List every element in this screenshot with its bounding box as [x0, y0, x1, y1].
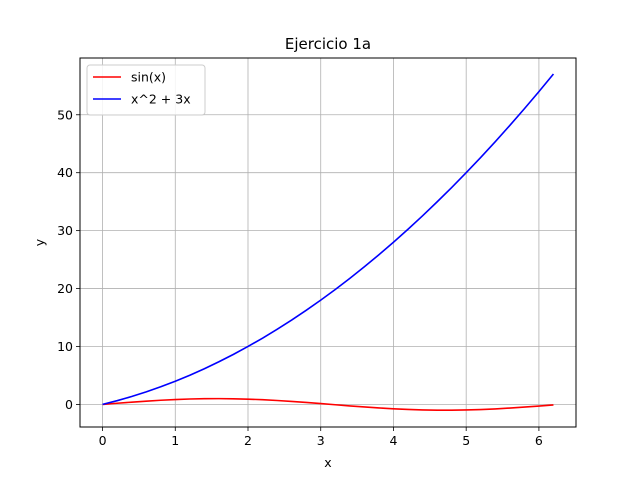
- x-tick-label: 0: [99, 433, 107, 448]
- ticks: 0 1 2 3 4 5 6 0 10 20 30 40 50: [57, 107, 543, 448]
- series-line: [102, 73, 555, 406]
- y-tick-label: 20: [57, 281, 73, 296]
- y-axis-label: y: [32, 238, 47, 246]
- x-tick-label: 6: [535, 433, 543, 448]
- series-line: [102, 397, 554, 411]
- legend-label: sin(x): [131, 70, 166, 85]
- y-tick-label: 10: [57, 339, 73, 354]
- x-tick-label: 2: [244, 433, 252, 448]
- x-axis-label: x: [324, 455, 331, 470]
- series-layer: [102, 73, 555, 411]
- plot-frame: [79, 57, 577, 428]
- x-tick-label: 4: [389, 433, 397, 448]
- y-tick-label: 40: [57, 165, 73, 180]
- chart-title: Ejercicio 1a: [285, 35, 371, 53]
- x-tick-label: 1: [171, 433, 179, 448]
- x-tick-label: 3: [317, 433, 325, 448]
- legend: sin(x) x^2 + 3x: [86, 64, 206, 116]
- legend-label: x^2 + 3x: [131, 92, 191, 107]
- y-tick-label: 30: [57, 223, 73, 238]
- y-tick-label: 50: [57, 107, 73, 122]
- y-tick-label: 0: [65, 397, 73, 412]
- grid: [80, 58, 576, 427]
- x-tick-label: 5: [462, 433, 470, 448]
